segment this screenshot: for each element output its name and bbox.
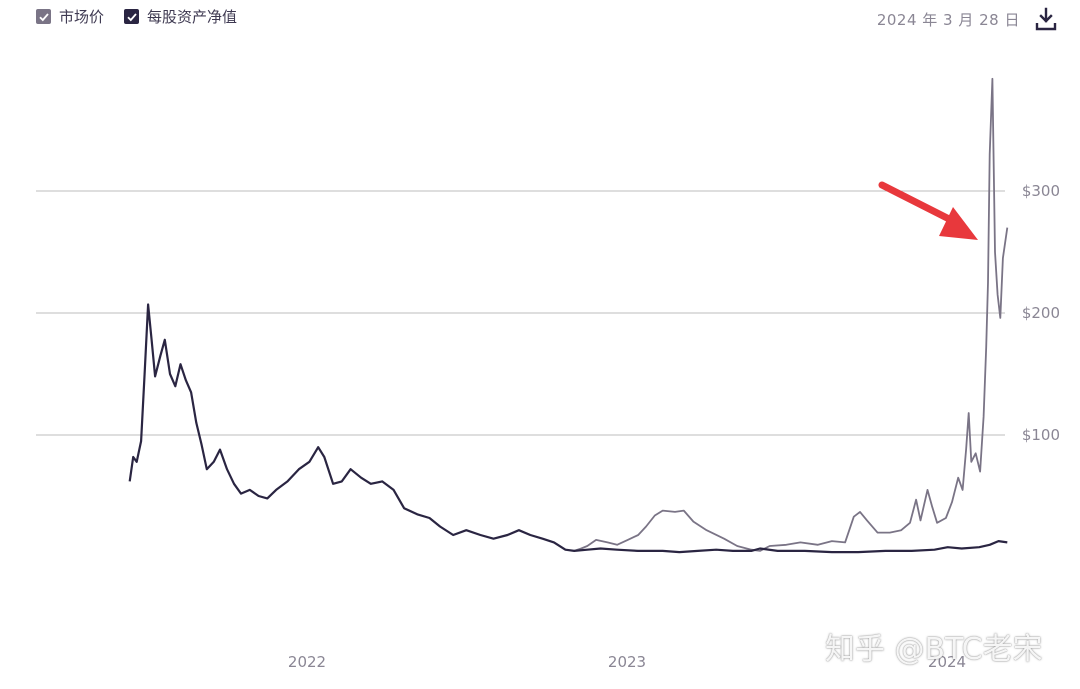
chart-legend: 市场价 每股资产净值 xyxy=(36,6,237,27)
legend-label-market-price: 市场价 xyxy=(59,8,105,26)
check-icon[interactable] xyxy=(36,9,51,24)
x-tick-label: 2023 xyxy=(608,653,646,671)
legend-item-market-price[interactable]: 市场价 xyxy=(36,6,104,27)
y-tick-label: $100 xyxy=(1022,426,1060,444)
watermark: 知乎 @BTC老宋 xyxy=(825,632,1043,667)
legend-item-nav-per-share[interactable]: 每股资产净值 xyxy=(124,6,237,27)
date-label: 2024 年 3 月 28 日 xyxy=(876,11,1020,29)
series-line-market-price xyxy=(573,77,1009,552)
x-tick-label: 2022 xyxy=(288,653,326,671)
y-tick-label: $300 xyxy=(1022,182,1060,200)
y-tick-label: $200 xyxy=(1022,304,1060,322)
download-icon[interactable] xyxy=(1034,6,1058,32)
arrow-head xyxy=(939,207,978,240)
red-arrow xyxy=(878,181,978,240)
check-icon[interactable] xyxy=(124,9,140,24)
legend-label-nav-per-share: 每股资产净值 xyxy=(147,8,238,26)
x-tick-label: 2024 xyxy=(928,653,966,671)
arrow-shaft xyxy=(878,181,959,226)
series-line-nav-per-share xyxy=(128,303,1008,554)
